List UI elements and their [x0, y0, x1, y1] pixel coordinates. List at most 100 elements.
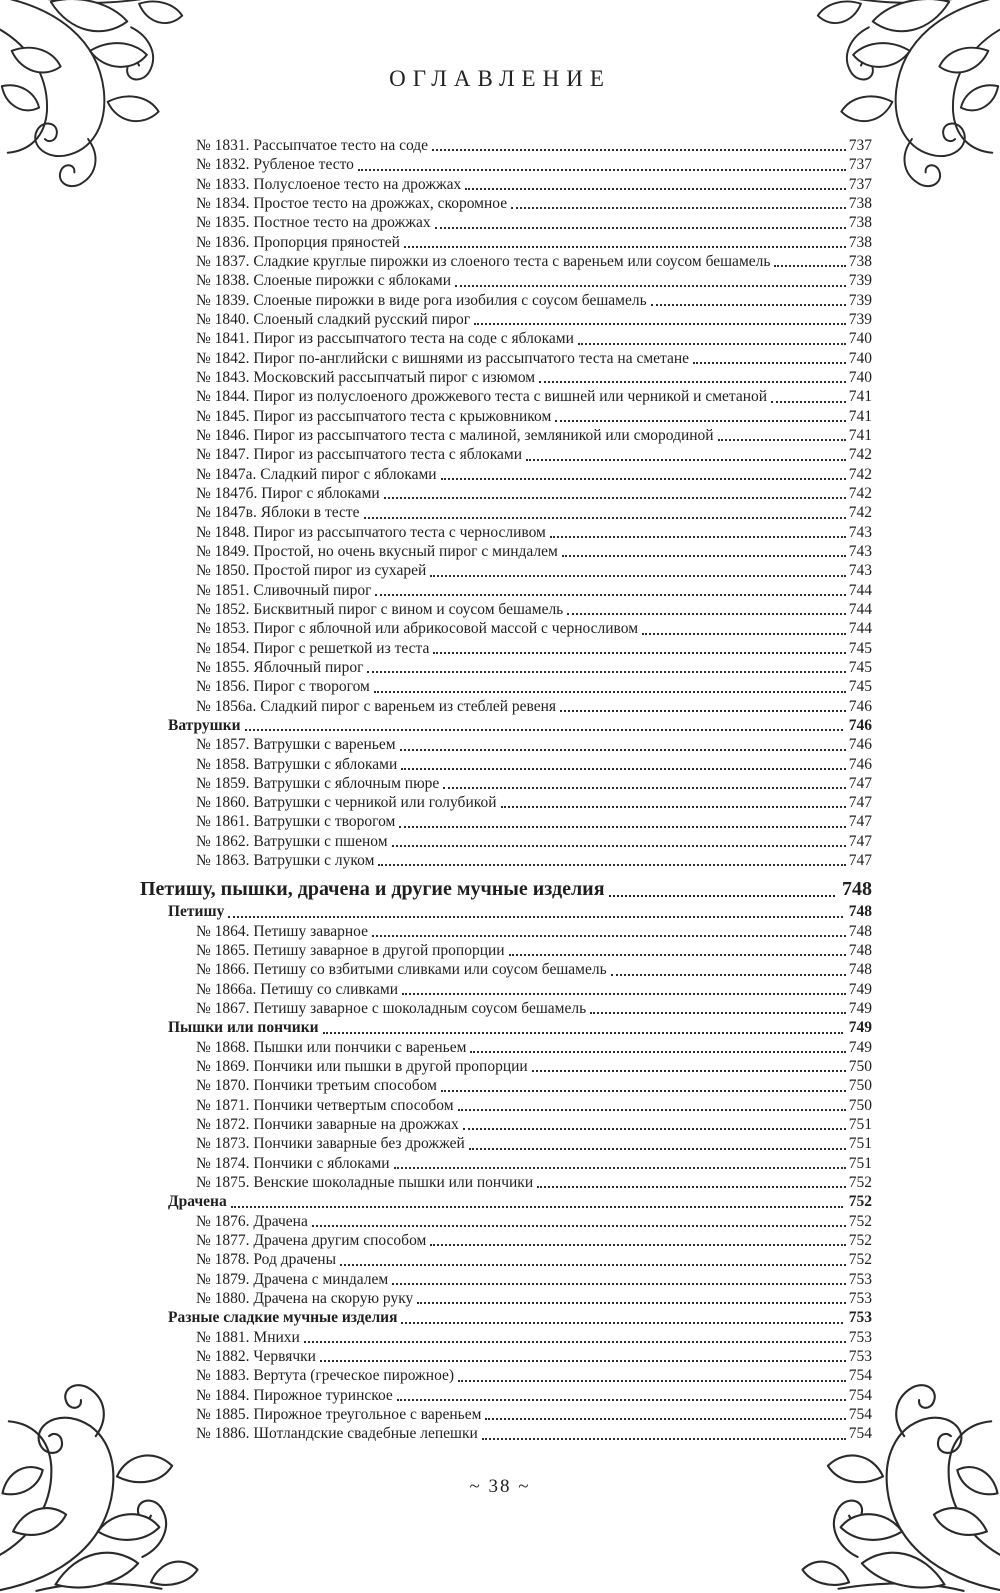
toc-page-number: 749: [848, 1019, 872, 1037]
toc-entry-label: № 1858. Ватрушки с яблоками: [196, 755, 398, 773]
toc-page-number: 754: [848, 1386, 872, 1404]
toc-page-number: 739: [848, 310, 872, 328]
dot-leader: [774, 265, 846, 268]
toc-row: № 1860. Ватрушки с черникой или голубико…: [140, 793, 872, 812]
toc-page-number: 753: [848, 1309, 872, 1327]
toc-entry-label: № 1841. Пирог из рассыпчатого теста на с…: [196, 330, 574, 348]
toc-row: № 1835. Постное тесто на дрожжах 738: [140, 213, 872, 232]
dot-leader: [457, 1109, 846, 1112]
dot-leader: [357, 168, 846, 171]
dot-leader: [375, 593, 846, 596]
toc-page-number: 752: [848, 1193, 872, 1211]
toc-row: № 1840. Слоеный сладкий русский пирог 73…: [140, 310, 872, 329]
toc-entry-label: № 1872. Пончики заварные на дрожжах: [196, 1116, 459, 1134]
toc-row: № 1846. Пирог из рассыпчатого теста с ма…: [140, 426, 872, 445]
toc-row: Драчена 752: [140, 1192, 872, 1211]
toc-entry-label: № 1835. Постное тесто на дрожжах: [196, 214, 431, 232]
toc-page-number: 747: [848, 813, 872, 831]
dot-leader: [432, 149, 846, 152]
toc-entry-label: № 1875. Венские шоколадные пышки или пон…: [196, 1174, 534, 1192]
dot-leader: [401, 767, 846, 770]
toc-page-number: 741: [848, 426, 872, 444]
toc-entry-label: № 1855. Яблочный пирог: [196, 658, 364, 676]
toc-row: № 1874. Пончики с яблоками 751: [140, 1154, 872, 1173]
dot-leader: [371, 935, 846, 938]
toc-page-number: 738: [848, 233, 872, 251]
toc-entry-label: № 1863. Ватрушки с луком: [196, 852, 375, 870]
toc-page-number: 746: [848, 697, 872, 715]
toc-entry-label: № 1836. Пропорция пряностей: [196, 233, 400, 251]
toc-row: № 1847в. Яблоки в тесте 742: [140, 503, 872, 522]
dot-leader: [401, 1321, 843, 1324]
toc-page-number: 752: [848, 1251, 872, 1269]
dot-leader: [440, 477, 846, 480]
toc-row: № 1879. Драчена с миндалем 753: [140, 1270, 872, 1289]
toc-row: № 1868. Пышки или пончики с вареньем 749: [140, 1038, 872, 1057]
toc-row: № 1883. Вертута (греческое пирожное) 754: [140, 1366, 872, 1385]
toc-row: № 1877. Драчена другим способом 752: [140, 1231, 872, 1250]
dot-leader: [526, 458, 846, 461]
dot-leader: [608, 895, 835, 898]
toc-entry-label: № 1886. Шотландские свадебные лепешки: [196, 1425, 478, 1443]
dot-leader: [567, 613, 846, 616]
toc-row: № 1884. Пирожное туринское 754: [140, 1386, 872, 1405]
toc-page-number: 741: [848, 388, 872, 406]
dot-leader: [508, 954, 846, 957]
dot-leader: [399, 748, 846, 751]
dot-leader: [363, 516, 846, 519]
toc-page-number: 746: [848, 736, 872, 754]
toc-entry-label: № 1853. Пирог с яблочной или абрикосовой…: [196, 620, 639, 638]
toc-entry-label: № 1840. Слоеный сладкий русский пирог: [196, 310, 471, 328]
toc-entry-label: Ватрушки: [168, 716, 241, 734]
dot-leader: [561, 555, 846, 558]
dot-leader: [455, 284, 846, 287]
toc-entry-label: № 1859. Ватрушки с яблочным пюре: [196, 774, 440, 792]
toc-row: № 1838. Слоеные пирожки с яблоками 739: [140, 271, 872, 290]
toc-row: № 1869. Пончики или пышки в другой пропо…: [140, 1057, 872, 1076]
toc-row: № 1845. Пирог из рассыпчатого теста с кр…: [140, 407, 872, 426]
toc-page-number: 750: [848, 1058, 872, 1076]
dot-leader: [373, 690, 846, 693]
toc-entry-label: № 1884. Пирожное туринское: [196, 1386, 393, 1404]
toc-page-number: 752: [848, 1212, 872, 1230]
toc-row: № 1881. Мнихи 753: [140, 1328, 872, 1347]
toc-page-number: 747: [848, 794, 872, 812]
toc-entry-label: Разные сладкие мучные изделия: [168, 1309, 398, 1327]
toc-entry-label: № 1882. Червячки: [196, 1348, 316, 1366]
toc-entry-label: № 1879. Драчена с миндалем: [196, 1270, 389, 1288]
toc-row: № 1841. Пирог из рассыпчатого теста на с…: [140, 329, 872, 348]
toc-row: Разные сладкие мучные изделия 753: [140, 1308, 872, 1327]
toc-entry-label: Петишу, пышки, драчена и другие мучные и…: [140, 878, 605, 901]
dot-leader: [481, 1437, 846, 1440]
toc-page-number: 739: [848, 291, 872, 309]
toc-row: № 1843. Московский рассыпчатый пирог с и…: [140, 368, 872, 387]
toc-row: № 1863. Ватрушки с луком 747: [140, 851, 872, 870]
dot-leader: [531, 1070, 846, 1073]
toc-page-number: 737: [848, 137, 872, 154]
toc-row: № 1848. Пирог из рассыпчатого теста с че…: [140, 523, 872, 542]
dot-leader: [474, 323, 846, 326]
toc-page-number: 745: [848, 658, 872, 676]
toc-row: № 1871. Пончики четвертым способом 750: [140, 1096, 872, 1115]
toc-entry-label: № 1873. Пончики заварные без дрожжей: [196, 1135, 465, 1153]
toc-page-number: 747: [848, 852, 872, 870]
toc-entry-label: Петишу: [168, 903, 225, 921]
toc-page-number: 744: [848, 600, 872, 618]
toc-row: № 1833. Полуслоеное тесто на дрожжах 737: [140, 175, 872, 194]
dot-leader: [396, 1399, 846, 1401]
dot-leader: [771, 400, 846, 403]
toc-entry-label: № 1845. Пирог из рассыпчатого теста с кр…: [196, 407, 552, 425]
toc-page-number: 748: [848, 922, 872, 940]
toc-row: № 1885. Пирожное треугольное с вареньем …: [140, 1405, 872, 1424]
toc-page-number: 743: [848, 523, 872, 541]
toc-page-number: 742: [848, 504, 872, 522]
toc-row: № 1851. Сливочный пирог 744: [140, 581, 872, 600]
toc-row: № 1862. Ватрушки с пшеном 747: [140, 832, 872, 851]
toc-row: № 1870. Пончики третьим способом 750: [140, 1076, 872, 1095]
toc-row: № 1857. Ватрушки с вареньем 746: [140, 735, 872, 754]
toc-page-number: 752: [848, 1232, 872, 1250]
dot-leader: [458, 1379, 846, 1382]
toc-list: № 1831. Рассыпчатое тесто на соде 737 № …: [140, 136, 872, 1444]
toc-row: № 1853. Пирог с яблочной или абрикосовой…: [140, 619, 872, 638]
toc-page-number: 750: [848, 1077, 872, 1095]
